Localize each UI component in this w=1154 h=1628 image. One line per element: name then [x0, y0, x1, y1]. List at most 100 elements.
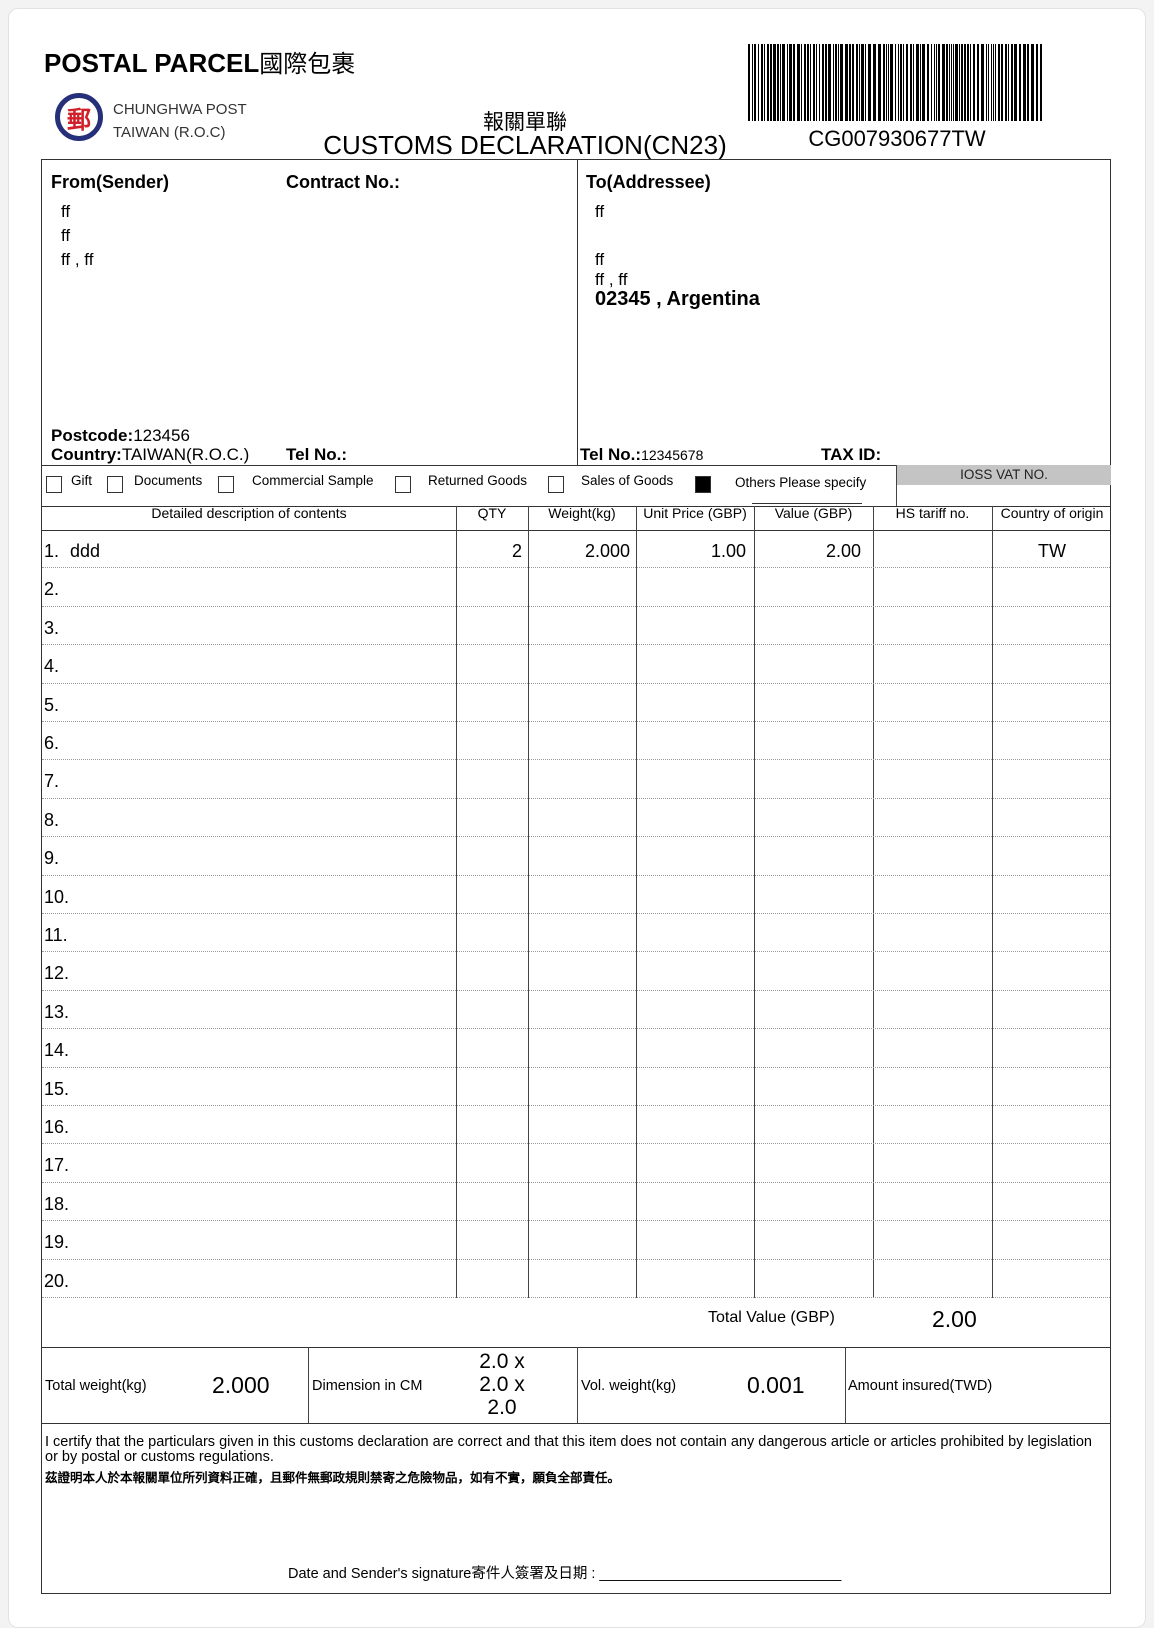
- row-divider: [42, 605, 1110, 607]
- barcode-bar: [953, 44, 954, 121]
- row-divider: [42, 567, 1110, 569]
- row-number: 18.: [44, 1193, 70, 1214]
- checkbox-returned-goods[interactable]: [395, 476, 411, 493]
- dimension-value: 2.0 x: [479, 1373, 525, 1396]
- checkbox-commercial-sample[interactable]: [218, 476, 234, 493]
- barcode-bar: [773, 44, 776, 121]
- barcode-bar: [936, 44, 937, 121]
- checkbox-documents[interactable]: [107, 476, 123, 493]
- row-number: 1.: [44, 541, 60, 561]
- barcode-bar: [859, 44, 860, 121]
- barcode-bar: [942, 44, 945, 121]
- barcode-bar: [873, 44, 876, 121]
- table-row: 12.: [42, 952, 1110, 991]
- signature-label: Date and Sender's signature寄件人簽署及日期 :: [288, 1566, 596, 1582]
- checkbox-sales-of-goods[interactable]: [548, 476, 564, 493]
- barcode-bar: [752, 44, 753, 121]
- vol-weight-label: Vol. weight(kg): [581, 1378, 677, 1394]
- barcode-bar: [995, 44, 996, 121]
- row-divider: [42, 682, 1110, 684]
- logo-line: CHUNGHWA POST: [113, 101, 247, 118]
- row-divider: [42, 1066, 1110, 1068]
- barcode-bar: [993, 44, 994, 121]
- cell-qty: 2: [511, 541, 522, 561]
- barcode-bar: [888, 44, 889, 121]
- table-row: 4.: [42, 645, 1110, 684]
- column-header: Weight(kg): [548, 505, 616, 521]
- category-label: Sales of Goods: [581, 473, 674, 488]
- divider: [42, 530, 1110, 531]
- total-weight-label: Total weight(kg): [45, 1378, 147, 1394]
- barcode-bar: [861, 44, 864, 121]
- row-number: 17.: [44, 1155, 70, 1176]
- category-label: Gift: [71, 473, 93, 488]
- divider: [308, 1347, 309, 1423]
- row-number: 7.: [44, 771, 60, 792]
- cell-unit: 1.00: [710, 541, 746, 561]
- row-number: 10.: [44, 886, 70, 907]
- sender-postcode-country: Postcode:123456 Country:TAIWAN(R.O.C.): [51, 426, 249, 464]
- column-header: QTY: [477, 505, 507, 521]
- address-line: [595, 224, 760, 248]
- barcode-bar: [890, 44, 893, 121]
- barcode-bar: [934, 44, 935, 121]
- column-header: Value (GBP): [774, 505, 853, 521]
- row-divider: [42, 1181, 1110, 1183]
- addressee-tel-label: Tel No.:: [580, 445, 642, 464]
- barcode-bar: [845, 44, 848, 121]
- row-number: 15.: [44, 1078, 70, 1099]
- table-row: 8.: [42, 799, 1110, 838]
- row-divider: [42, 912, 1110, 914]
- barcode-bar: [1040, 44, 1042, 121]
- row-divider: [42, 989, 1110, 991]
- row-number: 13.: [44, 1001, 70, 1022]
- dimension-value: 2.0 x: [479, 1350, 525, 1373]
- column-divider: [636, 506, 637, 1298]
- address-line: ff , ff: [595, 270, 628, 289]
- table-row: 13.: [42, 991, 1110, 1030]
- row-divider: [42, 1028, 1110, 1030]
- certification-text: I certify that the particulars given in …: [45, 1434, 1092, 1465]
- table-row: 1. ddd 2 2.000 1.00 2.00 TW: [42, 530, 1110, 569]
- total-weight: 2.000: [212, 1372, 270, 1398]
- row-divider: [42, 1296, 1110, 1298]
- table-row: 16.: [42, 1106, 1110, 1145]
- signature-line[interactable]: Date and Sender's signature寄件人簽署及日期 : __…: [288, 1562, 841, 1583]
- others-specify-line: [752, 503, 862, 504]
- amount-insured-label: Amount insured(TWD): [848, 1378, 993, 1394]
- barcode-bar: [840, 44, 843, 121]
- address-line: ff: [595, 202, 605, 221]
- subtitle: CUSTOMS DECLARATION(CN23): [323, 130, 727, 160]
- row-divider: [42, 951, 1110, 953]
- barcode-bar: [920, 44, 921, 121]
- row-number: 11.: [44, 925, 68, 945]
- barcode-bar: [856, 44, 858, 121]
- column-header: Detailed description of contents: [151, 505, 347, 521]
- table-row: 15.: [42, 1068, 1110, 1106]
- barcode-bar: [1019, 44, 1021, 121]
- dimensions: 2.0 x 2.0 x 2.0: [462, 1350, 542, 1419]
- barcode-bar: [807, 44, 809, 121]
- table-row: 5.: [42, 684, 1110, 722]
- barcode-bar: [761, 44, 763, 121]
- barcode-bar: [770, 44, 772, 121]
- barcode-bar: [988, 44, 989, 121]
- barcode-bar: [946, 44, 948, 121]
- barcode-bar: [883, 44, 885, 121]
- cell-desc: ddd: [70, 541, 101, 561]
- certification-text-cn: 茲證明本人於本報關單位所列資料正確，且郵件無郵政規則禁寄之危險物品，如有不實，願…: [45, 1470, 621, 1485]
- barcode-bar: [1001, 44, 1003, 121]
- checkbox-others[interactable]: [695, 476, 711, 493]
- signature-blank: ______________________________: [599, 1566, 842, 1582]
- category-label: Returned Goods: [428, 473, 528, 488]
- barcode-bar: [868, 44, 871, 121]
- row-divider: [42, 720, 1110, 722]
- row-divider: [42, 836, 1110, 838]
- ioss-label: IOSS VAT NO.: [897, 465, 1111, 485]
- barcode-bar: [780, 44, 781, 121]
- checkbox-gift[interactable]: [46, 476, 62, 493]
- table-row: 10.: [42, 876, 1110, 914]
- barcode-bar: [764, 44, 765, 121]
- barcode-bar: [906, 44, 908, 121]
- divider: [42, 506, 1110, 507]
